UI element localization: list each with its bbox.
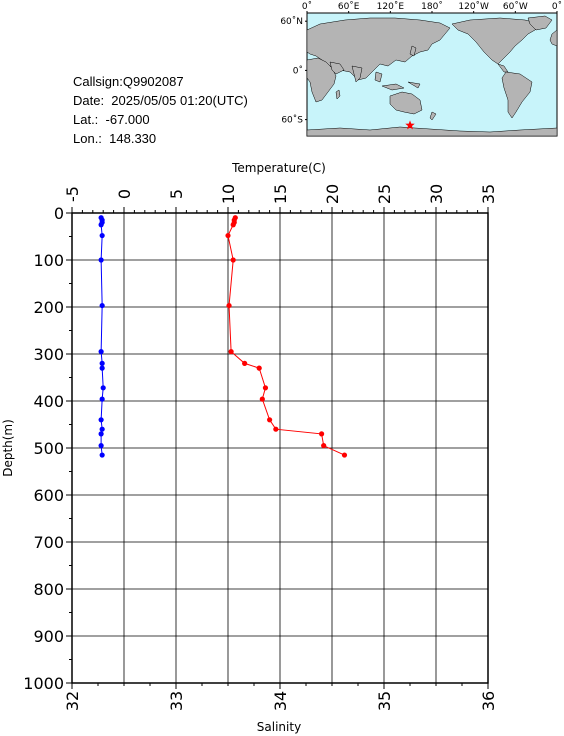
world-map: 0˚ 60˚E 120˚E 180˚ 120˚W 60˚W 0˚ 60˚N 0˚ 60˚S — [280, 1, 562, 137]
temperature-tick-label: 5 — [167, 189, 186, 199]
salinity-point — [99, 426, 105, 432]
map-latitude-label: 60˚S — [281, 115, 303, 126]
salinity-tick-label: 36 — [479, 691, 498, 711]
salinity-point — [99, 365, 105, 371]
temperature-line — [227, 217, 345, 456]
latitude-text: Lat.: -67.000 — [73, 112, 150, 127]
callsign-text: Callsign:Q9902087 — [73, 74, 184, 89]
depth-tick-label: 800 — [33, 580, 64, 599]
temperature-point — [267, 417, 273, 423]
salinity-point — [98, 349, 104, 355]
depth-axis-label: Depth(m) — [1, 419, 15, 477]
salinity-tick-label: 33 — [167, 691, 186, 711]
map-longitude-label: 120˚W — [458, 1, 489, 12]
temperature-point — [226, 302, 232, 309]
depth-tick-label: 300 — [33, 345, 64, 364]
temperature-point — [273, 426, 279, 432]
temperature-tick-label: 20 — [323, 184, 342, 204]
temperature-point — [242, 360, 248, 366]
salinity-point — [98, 431, 104, 437]
depth-tick-label: 900 — [33, 627, 64, 646]
depth-tick-label: 400 — [33, 392, 64, 411]
temperature-axis-label: Temperature(C) — [231, 161, 326, 175]
map-longitude-label: 60˚E — [338, 1, 360, 12]
salinity-tick-label: 32 — [63, 691, 82, 711]
longitude-text: Lon.: 148.330 — [73, 131, 157, 146]
temperature-point — [319, 431, 325, 437]
depth-tick-label: 0 — [54, 204, 64, 223]
temperature-point — [230, 257, 236, 263]
temperature-tick-label: 10 — [219, 184, 238, 204]
depth-tick-label: 500 — [33, 439, 64, 458]
temperature-point — [259, 396, 265, 402]
temperature-point — [341, 452, 348, 458]
tick-labels: 0 100 200 300 400 500 600 700 800 900 1000 -5 0 5 10 15… — [23, 184, 498, 711]
salinity-point — [100, 385, 106, 391]
depth-tick-label: 600 — [33, 486, 64, 505]
salinity-point — [98, 257, 104, 263]
salinity-point — [99, 396, 105, 402]
map-longitude-label: 0˚ — [302, 1, 312, 12]
temperature-point — [321, 443, 327, 449]
station-info: Callsign:Q9902087 Date: 2025/05/05 01:20… — [73, 72, 248, 148]
depth-tick-label: 100 — [33, 251, 64, 270]
temperature-point — [228, 349, 234, 355]
depth-tick-label: 1000 — [23, 674, 64, 693]
temperature-point — [256, 365, 262, 371]
date-text: Date: 2025/05/05 01:20(UTC) — [73, 93, 248, 108]
star-icon — [405, 120, 415, 130]
temperature-tick-label: -5 — [63, 186, 82, 202]
series-layer — [98, 215, 348, 458]
salinity-point — [99, 360, 105, 366]
map-land — [306, 15, 558, 137]
map-latitude-label: 60˚N — [280, 16, 303, 27]
salinity-tick-label: 34 — [271, 691, 290, 711]
salinity-tick-label: 35 — [375, 691, 394, 711]
map-labels: 0˚ 60˚E 120˚E 180˚ 120˚W 60˚W 0˚ 60˚N 0˚ 60˚S — [280, 1, 562, 126]
station-marker — [405, 120, 415, 130]
map-longitude-label: 120˚E — [377, 1, 405, 12]
temperature-point — [230, 222, 236, 228]
temperature-tick-label: 30 — [427, 184, 446, 204]
map-latitude-label: 0˚ — [293, 65, 303, 76]
salinity-axis-label: Salinity — [257, 720, 301, 734]
map-longitude-label: 180˚ — [421, 1, 443, 12]
temperature-tick-label: 15 — [271, 184, 290, 204]
depth-tick-label: 700 — [33, 533, 64, 552]
salinity-point — [98, 222, 104, 228]
temperature-tick-label: 0 — [115, 189, 134, 199]
map-longitude-label: 60˚W — [503, 1, 528, 12]
temperature-tick-label: 35 — [479, 184, 498, 204]
salinity-point — [98, 417, 104, 423]
salinity-point — [99, 452, 105, 458]
salinity-point — [99, 232, 105, 239]
salinity-point — [99, 302, 105, 309]
chart-grid — [72, 213, 488, 683]
map-longitude-label: 0˚ — [552, 1, 562, 12]
temperature-point — [262, 385, 269, 391]
temperature-tick-label: 25 — [375, 184, 394, 204]
axis-ticks — [66, 207, 489, 689]
salinity-point — [98, 443, 104, 449]
temperature-point — [225, 232, 231, 239]
depth-tick-label: 200 — [33, 298, 64, 317]
